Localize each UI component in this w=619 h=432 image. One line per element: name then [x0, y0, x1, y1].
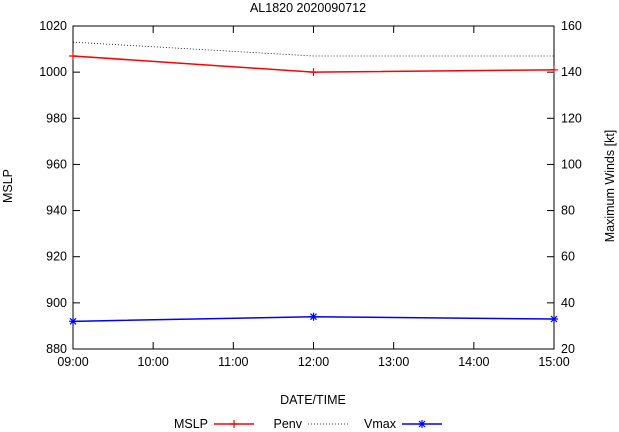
legend-label-penv: Penv	[274, 417, 303, 431]
x-tick-label: 09:00	[57, 355, 88, 369]
data-point-mslp	[309, 68, 318, 77]
x-tick-label: 15:00	[538, 355, 569, 369]
legend-marker-mslp	[230, 420, 238, 428]
y-right-tick-label: 160	[561, 19, 582, 33]
y-left-tick-label: 1020	[39, 19, 67, 33]
y-right-tick-label: 40	[561, 296, 575, 310]
y-left-tick-label: 980	[46, 111, 67, 125]
axes: 880 900 920 940 960 980 1000 1020 20 40 60 80 100 120…	[39, 19, 582, 369]
data-point-mslp	[69, 51, 77, 60]
y-right-tick-label: 140	[561, 65, 582, 79]
data-point-vmax	[69, 317, 77, 326]
legend-marker-vmax	[418, 420, 426, 428]
y-left-tick-label: 1000	[39, 65, 67, 79]
y-axis-right-label: Maximum Winds [kt]	[603, 130, 617, 243]
y-right-tick-label: 120	[561, 111, 582, 125]
x-axis-label: DATE/TIME	[280, 393, 346, 407]
y-left-tick-label: 880	[46, 342, 67, 356]
data-point-mslp	[550, 65, 558, 74]
y-left-tick-label: 940	[46, 204, 67, 218]
y-left-tick-label: 900	[46, 296, 67, 310]
y-right-tick-label: 60	[561, 250, 575, 264]
series-line-penv	[72, 41, 554, 57]
x-tick-label: 10:00	[138, 355, 169, 369]
legend-label-vmax: Vmax	[364, 417, 397, 431]
y-axis-left-label: MSLP	[1, 169, 15, 203]
x-tick-label: 12:00	[298, 355, 329, 369]
y-right-tick-label: 20	[561, 342, 575, 356]
chart-title: AL1820 2020090712	[250, 1, 366, 15]
x-tick-label: 13:00	[378, 355, 409, 369]
y-right-tick-label: 80	[561, 204, 575, 218]
series-layer	[69, 41, 558, 326]
data-point-vmax	[550, 315, 558, 324]
y-left-tick-label: 920	[46, 250, 67, 264]
x-tick-label: 11:00	[218, 355, 248, 369]
legend: MSLP Penv Vmax	[174, 417, 442, 431]
legend-label-mslp: MSLP	[174, 417, 208, 431]
y-left-tick-label: 960	[46, 157, 67, 171]
y-right-tick-label: 100	[561, 157, 582, 171]
data-point-vmax	[309, 312, 318, 321]
x-tick-label: 14:00	[458, 355, 489, 369]
